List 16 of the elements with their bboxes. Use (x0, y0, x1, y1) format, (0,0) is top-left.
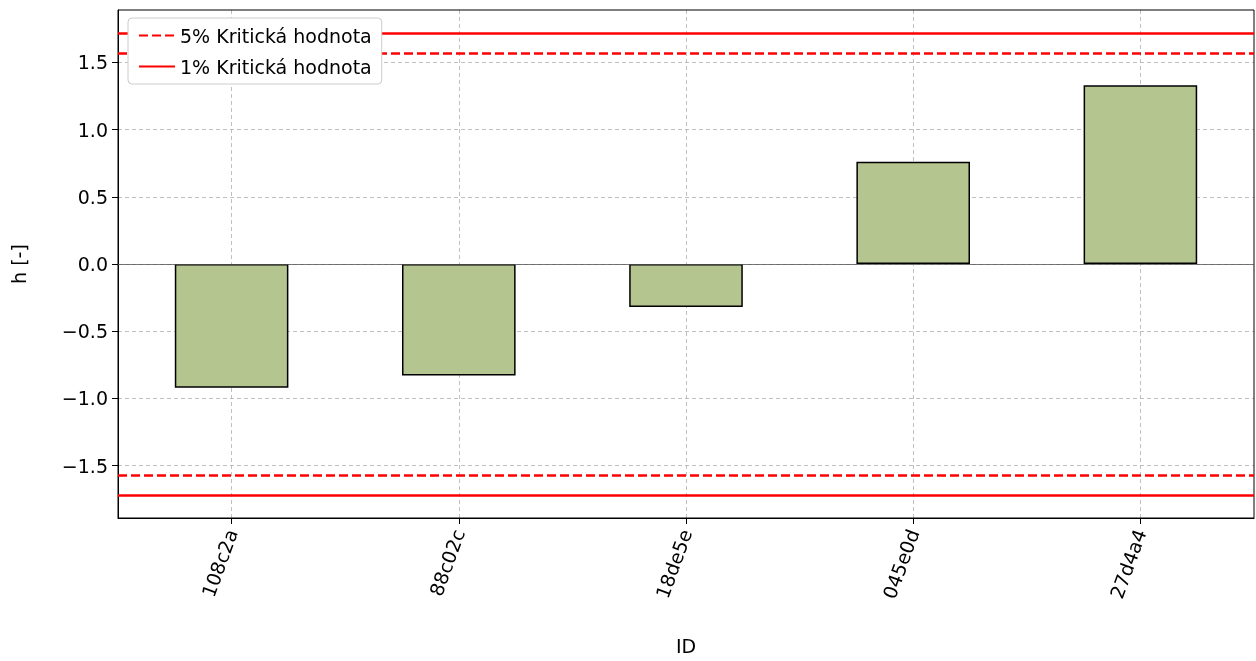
y-tick-label: 1.5 (77, 51, 108, 74)
bar (402, 264, 516, 376)
y-tick-label: 1.0 (77, 118, 108, 141)
y-tick-label: 0.5 (77, 185, 108, 208)
legend-label: 5% Kritická hodnota (180, 24, 372, 47)
y-tick-label: −1.5 (61, 454, 108, 477)
bar (1083, 85, 1198, 264)
bar (856, 161, 970, 264)
y-tick-label: −0.5 (61, 320, 108, 343)
y-axis-title: h [-] (7, 244, 30, 284)
bar (629, 264, 743, 308)
x-axis-title: ID (675, 634, 697, 657)
bar (174, 264, 289, 388)
y-tick-label: −1.0 (61, 387, 108, 410)
y-tick-label: 0.0 (77, 253, 108, 275)
legend-label: 1% Kritická hodnota (180, 55, 372, 78)
